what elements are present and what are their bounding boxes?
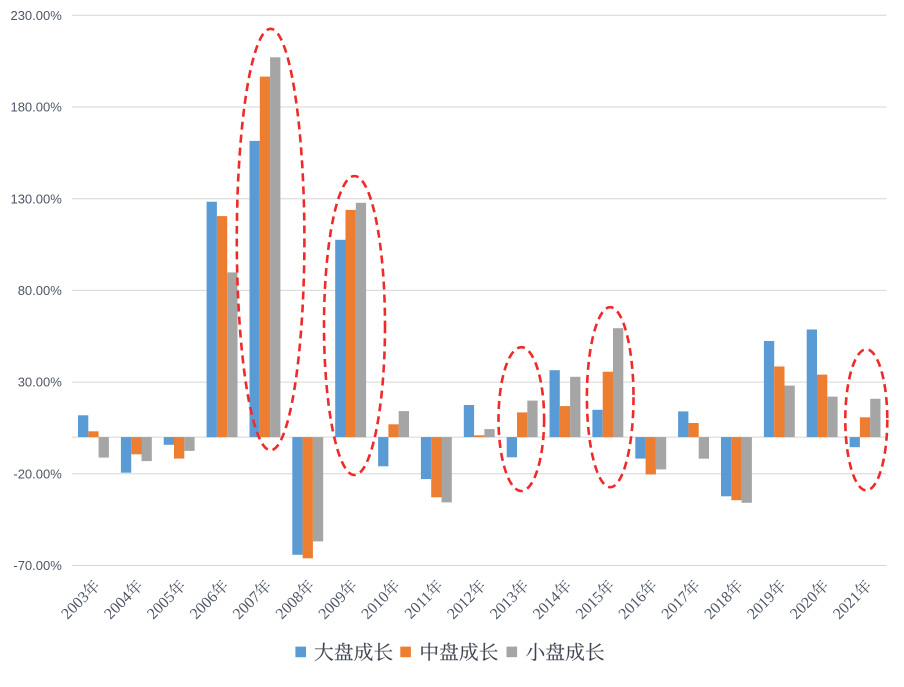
svg-text:-70.00%: -70.00% (13, 558, 62, 573)
svg-text:30.00%: 30.00% (18, 375, 63, 390)
svg-text:130.00%: 130.00% (10, 191, 62, 206)
svg-text:80.00%: 80.00% (18, 283, 63, 298)
svg-text:-20.00%: -20.00% (13, 466, 62, 481)
svg-text:230.00%: 230.00% (10, 8, 62, 23)
svg-text:180.00%: 180.00% (10, 100, 62, 115)
